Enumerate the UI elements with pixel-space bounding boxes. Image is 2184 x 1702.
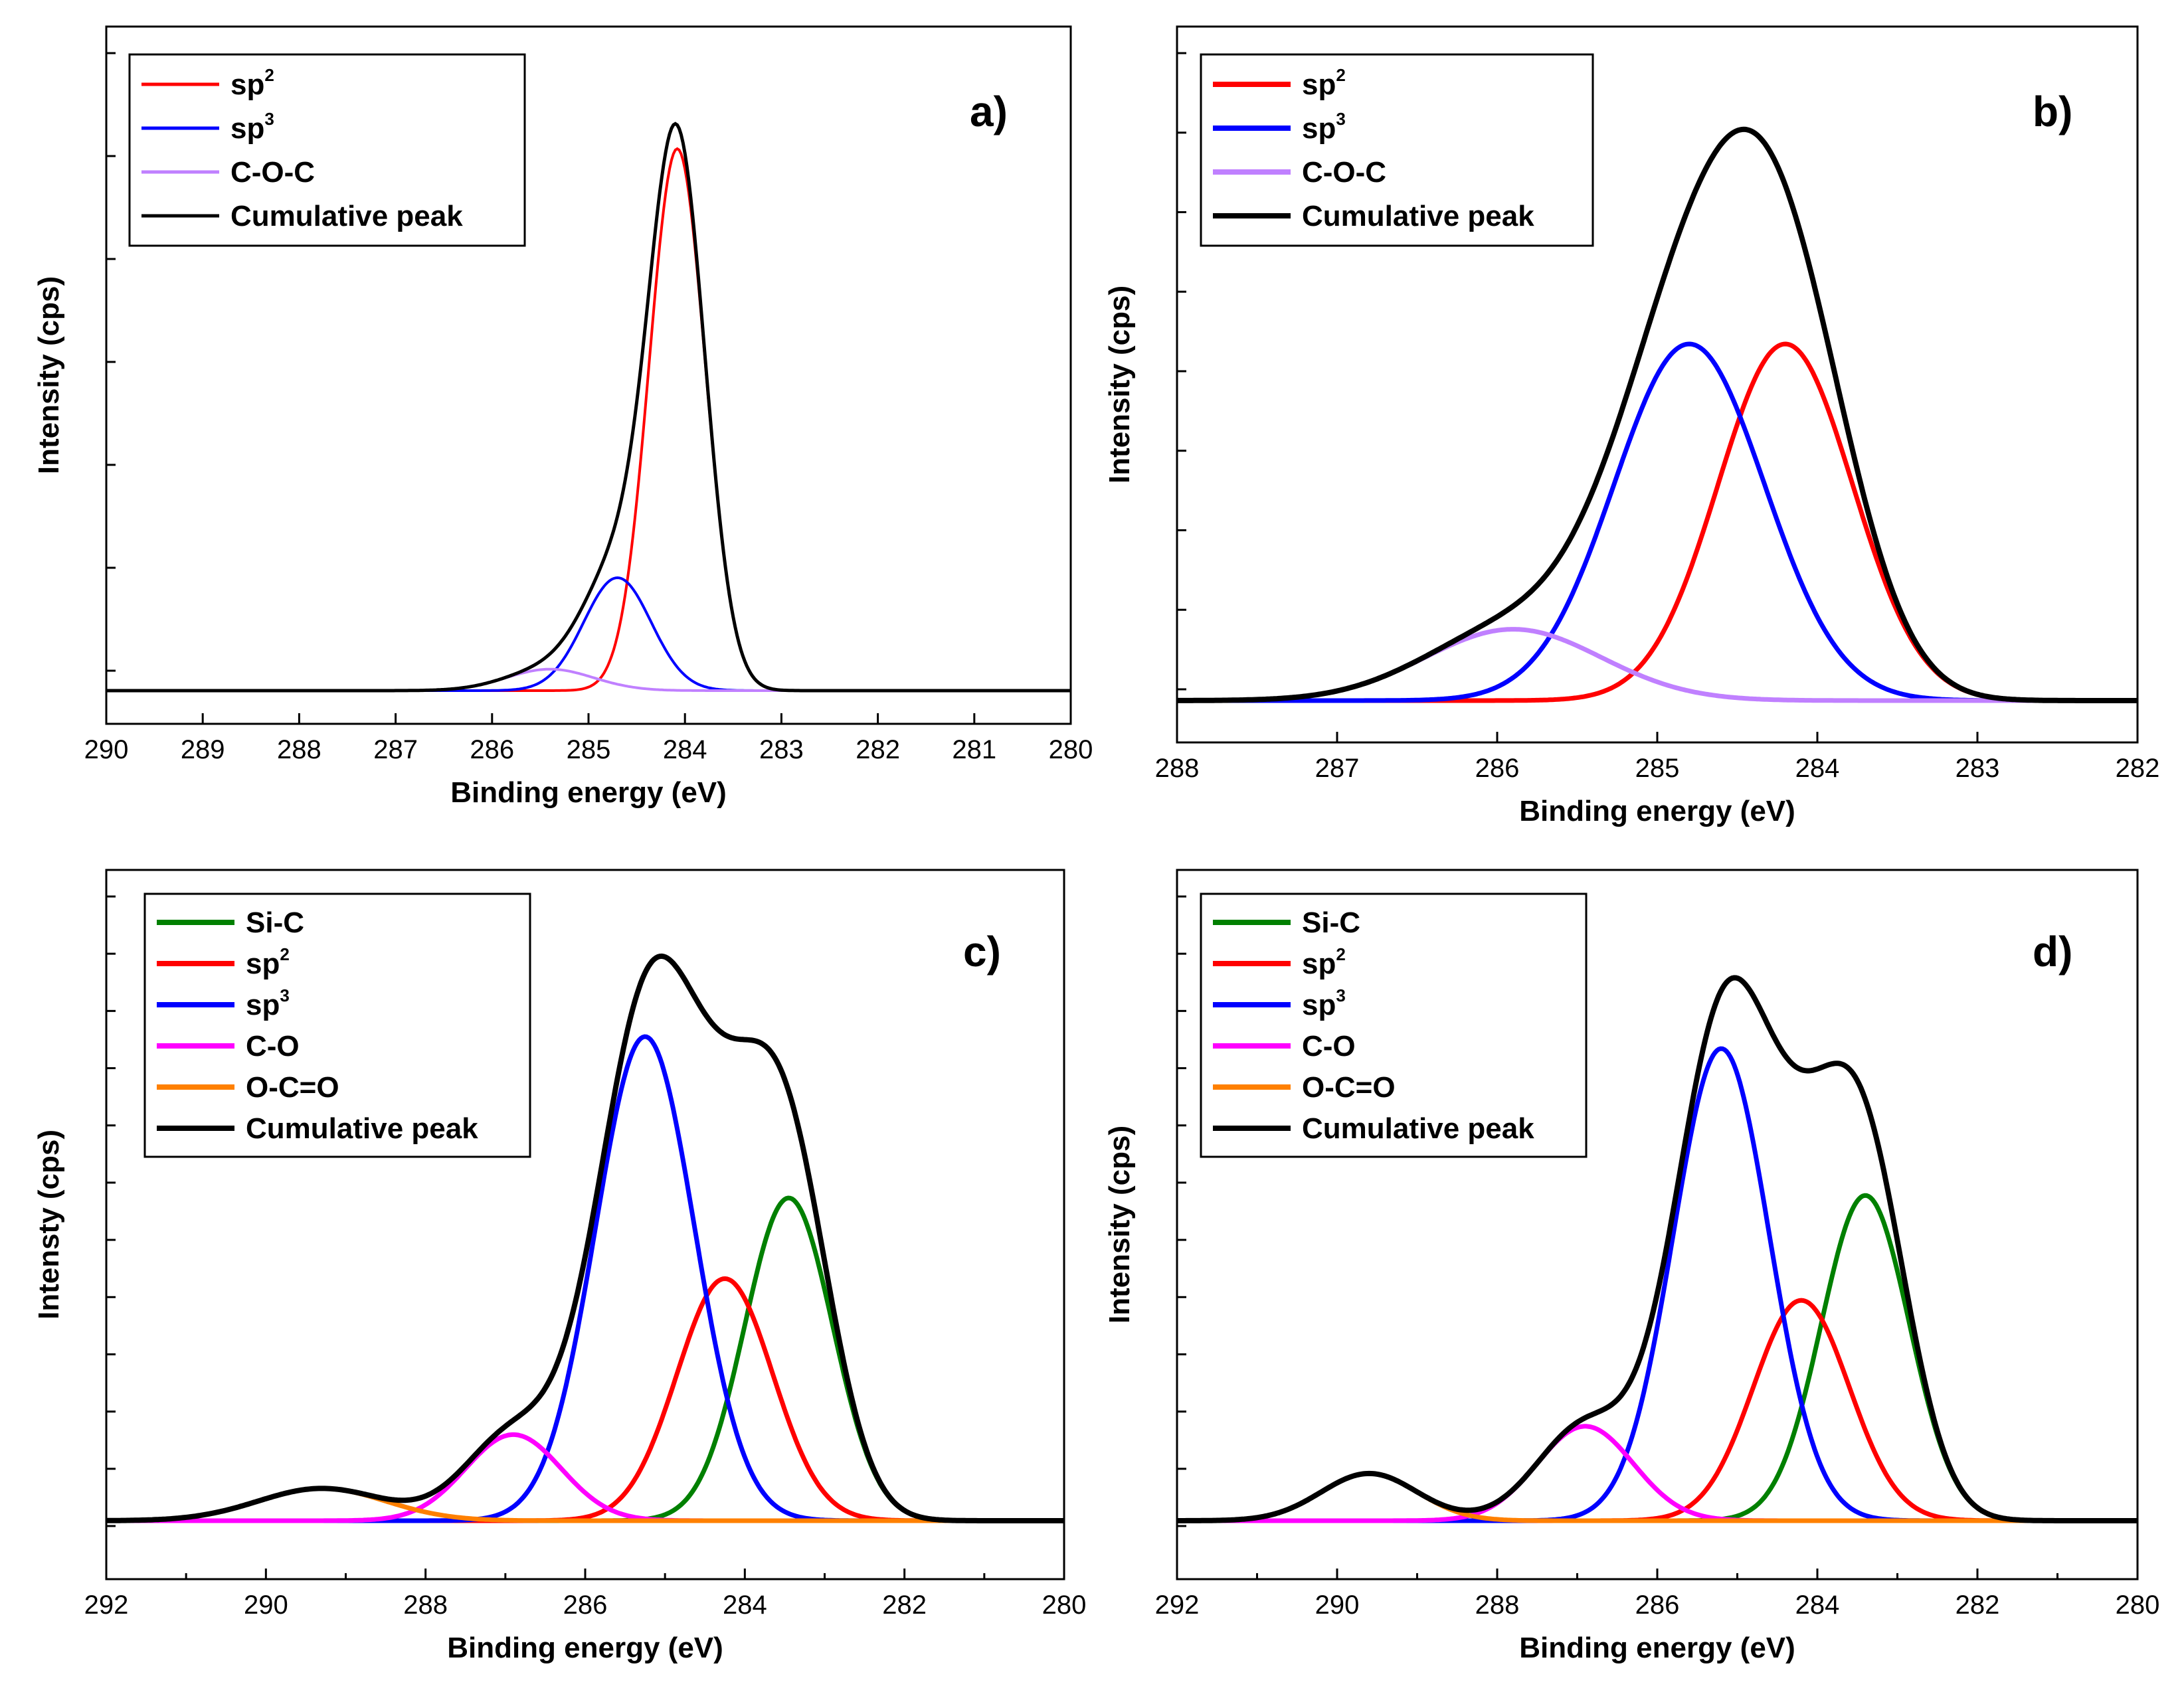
legend-label-sup: 3 [264, 109, 274, 129]
curve-si-c [1177, 1193, 2138, 1523]
legend-label: C-O [246, 1030, 300, 1063]
legend-label: Si-C [1302, 906, 1360, 939]
curve-cumulative [1177, 126, 2138, 703]
panel-c: 292 290 288 286 284 282 280 Binding energy (eV)… [33, 869, 1087, 1664]
legend-label-sup: 3 [1336, 109, 1345, 129]
x-tick-label: 289 [181, 735, 225, 764]
x-tick-label: 290 [244, 1590, 288, 1620]
panel-d: 292 290 288 286 284 282 280 Binding energy (eV)… [1103, 869, 2160, 1664]
panel-label: a) [970, 88, 1008, 135]
legend-label: C-O [1302, 1030, 1356, 1063]
legend-label: Cumulative peak [1302, 200, 1534, 232]
x-tick-label: 285 [567, 735, 611, 764]
x-tick-label: 282 [1956, 1590, 2000, 1620]
x-tick-label: 290 [84, 735, 129, 764]
x-tick-label: 283 [759, 735, 804, 764]
x-tick-label: 285 [1635, 754, 1680, 783]
x-tick-label: 288 [277, 735, 321, 764]
x-axis-title: Binding energy (eV) [450, 776, 727, 809]
x-tick-label: 288 [1475, 1590, 1520, 1620]
legend-label-sup: 2 [280, 944, 289, 964]
x-tick-label: 287 [1315, 754, 1360, 783]
x-tick-label: 280 [2116, 1590, 2160, 1620]
x-axis-title: Binding energy (eV) [1519, 1632, 1795, 1664]
legend-label: O-C=O [1302, 1071, 1396, 1104]
x-tick-label: 290 [1315, 1590, 1360, 1620]
legend-label-sup: 2 [1336, 944, 1345, 964]
x-tick-label: 283 [1956, 754, 2000, 783]
x-tick-label: 284 [723, 1590, 767, 1620]
x-tick-label: 282 [2116, 754, 2160, 783]
x-tick-label: 286 [563, 1590, 608, 1620]
legend-box [1200, 893, 1588, 1158]
legend-label-sup: 3 [1336, 985, 1345, 1005]
x-tick-label: 284 [663, 735, 707, 764]
x-tick-label: 286 [470, 735, 514, 764]
x-tick-label: 280 [1049, 735, 1093, 764]
legend-label: O-C=O [246, 1071, 339, 1104]
curve-sp3 [1177, 341, 2138, 703]
panel-label: b) [2033, 88, 2072, 135]
legend-label: C-O-C [230, 156, 315, 189]
legend-box [128, 53, 526, 247]
curve-cumulative [106, 122, 1071, 693]
panel-b: 288 287 286 285 284 283 282 Binding energy (eV)… [1103, 25, 2160, 827]
legend-label: C-O-C [1302, 156, 1386, 189]
y-axis-title: Intensity (cps) [33, 276, 65, 474]
curve-c-o [1177, 1424, 2138, 1523]
legend-label: sp3 [1302, 109, 1346, 145]
legend-label: sp2 [1302, 944, 1346, 980]
x-tick-label: 287 [373, 735, 418, 764]
legend-label: Cumulative peak [230, 200, 463, 232]
curve-cumulative [106, 953, 1064, 1523]
panel-label: d) [2033, 928, 2072, 976]
x-tick-label: 288 [403, 1590, 448, 1620]
x-tick-label: 284 [1795, 1590, 1840, 1620]
x-tick-label: 282 [882, 1590, 927, 1620]
x-tick-label: 284 [1795, 754, 1840, 783]
legend-label-sup: 2 [1336, 65, 1345, 85]
x-tick-label: 280 [1042, 1590, 1087, 1620]
x-tick-label: 286 [1635, 1590, 1680, 1620]
x-tick-label: 286 [1475, 754, 1520, 783]
panel-label: c) [963, 928, 1001, 976]
legend-label-sup: 2 [264, 65, 274, 85]
x-tick-label: 292 [1155, 1590, 1200, 1620]
legend-label: Si-C [246, 906, 304, 939]
legend-label: Cumulative peak [1302, 1112, 1534, 1145]
curve-sp2 [106, 1276, 1064, 1523]
x-tick-label: 288 [1155, 754, 1200, 783]
curve-c-o [106, 1432, 1064, 1523]
x-tick-label: 292 [84, 1590, 129, 1620]
x-tick-label: 281 [952, 735, 996, 764]
panel-a: 290 289 288 287 286 285 284 283 282 281 280 Binding… [33, 25, 1093, 809]
curve-cumulative [1177, 975, 2138, 1523]
legend-label: Cumulative peak [246, 1112, 478, 1145]
y-axis-title: Intensity (cps) [1103, 1126, 1136, 1323]
legend-label-sup: 3 [280, 985, 289, 1005]
legend-box [143, 893, 531, 1158]
x-axis-title: Binding energy (eV) [1519, 795, 1795, 827]
x-axis-title: Binding energy (eV) [447, 1632, 723, 1664]
y-axis-title: Intensity (cps) [1103, 286, 1136, 483]
x-tick-label: 282 [856, 735, 900, 764]
curve-sp2 [1177, 341, 2138, 703]
y-axis-title: Intensty (cps) [33, 1130, 65, 1319]
